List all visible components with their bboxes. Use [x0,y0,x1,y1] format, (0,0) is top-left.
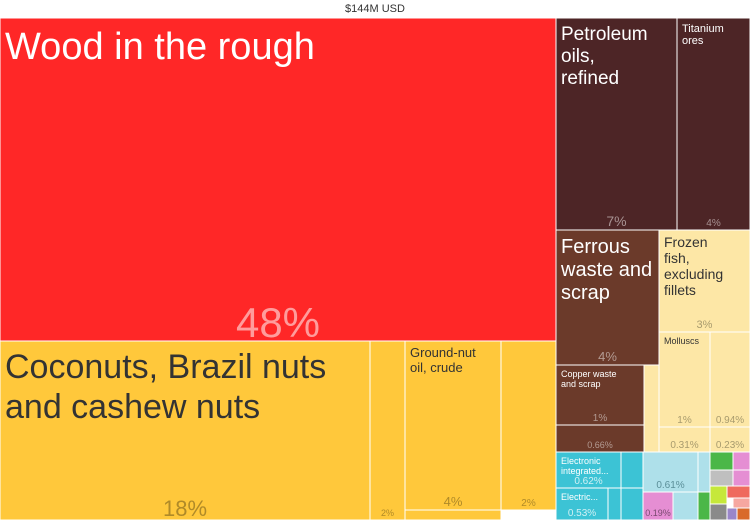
treemap-minor-tile[interactable] [726,507,738,520]
treemap-tile-share: 0.31% [670,440,698,451]
treemap-tile-label: Ground-nut [410,345,476,360]
treemap-tile-share: 0.66% [587,440,613,450]
treemap-minor-tile[interactable] [620,451,644,489]
treemap-tile-share: 1% [677,415,692,426]
treemap-tile-label: Molluscs [664,336,700,346]
treemap-minor-tile[interactable] [672,491,699,520]
treemap-tile-rect [404,340,502,511]
treemap-tile-share: 0.53% [568,508,596,519]
chart-title: $144M USD [345,3,405,15]
treemap-minor-tile[interactable] [709,485,728,505]
treemap-tile-rect [642,491,674,520]
treemap-tile-label: scrap [561,282,610,304]
treemap-minor-tile[interactable] [709,469,734,487]
treemap-tile-share: 4% [706,218,721,229]
treemap-tile-label: Ferrous [561,236,630,258]
treemap-tile-share: 0.61% [656,480,684,491]
treemap-tile-rect [658,426,711,453]
treemap-tile-share: 2% [381,508,394,518]
treemap-tile-label: Coconuts, Brazil nuts [5,348,326,386]
treemap-tile[interactable]: 0.61% [642,451,699,493]
treemap-minor-tile[interactable] [732,497,750,509]
treemap-tile-share: 4% [444,494,463,509]
treemap-minor-tile[interactable] [607,487,622,520]
treemap-tile-rect [0,18,557,342]
treemap-tile-rect [555,229,660,366]
treemap-minor-tile[interactable] [697,451,711,493]
treemap-tile-share: 18% [163,496,207,520]
treemap-tile[interactable]: Molluscs 1% [658,331,711,428]
treemap-tile-label: Electronic [561,456,601,466]
treemap-tile-label: Copper waste [561,369,617,379]
treemap-tile-share: 48% [236,299,320,346]
treemap-tile-rect [676,18,750,231]
treemap-minor-tile[interactable] [404,509,502,520]
treemap-tile-rect [500,340,557,511]
treemap-tile-rect [555,451,622,489]
treemap-tile-label: oil, crude [410,360,463,375]
treemap-minor-tile[interactable] [709,451,734,471]
treemap-tile[interactable]: Electric... 0.53% [555,487,609,520]
treemap-tile-share: 7% [606,213,626,229]
treemap-tile[interactable]: 0.31% [658,426,711,453]
treemap-tile-label: and cashew nuts [5,388,260,426]
treemap-tile-label: fillets [664,282,696,298]
treemap-tile-rect [555,18,678,231]
treemap-minor-tile[interactable] [732,451,750,471]
treemap-tile-share: 0.94% [716,415,744,426]
treemap-tile-rect [658,331,711,428]
treemap-tile-share: 0.23% [716,440,744,451]
treemap-tile-rect [555,487,609,520]
treemap-chart: Wood in the rough 48%Coconuts, Brazil nut… [0,18,750,520]
treemap-tile-share: 0.62% [574,476,602,487]
treemap-tile-share: 1% [593,413,608,424]
treemap-minor-tile[interactable] [643,364,660,453]
treemap-tile-label: refined [561,68,619,89]
treemap-tile-share: 2% [521,498,536,509]
treemap-minor-tile[interactable] [620,487,644,520]
treemap-tile-label: Titanium [682,23,724,35]
treemap-tile-rect [709,331,750,428]
treemap-tile-label: and scrap [561,379,601,389]
treemap-tile[interactable]: 0.23% [709,426,750,453]
treemap-tile-rect [642,451,699,493]
treemap-tile-rect [555,424,645,453]
treemap-tile-label: Wood in the rough [5,26,315,68]
treemap-tile[interactable]: 0.66% [555,424,645,453]
treemap-tile-share: 3% [697,319,713,331]
treemap-tile-label: oils, [561,46,595,67]
treemap-tile-rect [658,229,750,333]
treemap-tile-label: excluding [664,266,723,282]
treemap-minor-tile[interactable] [709,503,728,520]
treemap-tile-label: integrated... [561,466,609,476]
treemap-minor-tile[interactable] [732,469,750,487]
treemap-tile[interactable]: 2% [369,340,406,520]
treemap-tile[interactable]: 2% [500,340,557,511]
treemap-tile-label: Petroleum [561,24,648,45]
treemap-tile-rect [369,340,406,520]
treemap-tile-label: Frozen [664,234,708,250]
treemap-tile-share: 0.19% [645,508,671,518]
treemap-tile-rect [555,364,645,426]
treemap-tile-label: ores [682,35,704,47]
treemap-minor-tile[interactable] [726,485,750,499]
treemap-tile[interactable]: Wood in the rough 48% [0,18,557,346]
treemap-tile-rect [709,426,750,453]
treemap-tile-label: fish, [664,250,690,266]
treemap-tile-label: waste and [560,259,652,281]
treemap-tile-label: Electric... [561,492,598,502]
treemap-minor-tile[interactable] [697,491,711,520]
treemap-minor-tile[interactable] [736,507,750,520]
treemap-tile[interactable]: 0.19% [642,491,674,520]
treemap-tile-share: 4% [598,349,617,364]
treemap-tile[interactable]: 0.94% [709,331,750,428]
